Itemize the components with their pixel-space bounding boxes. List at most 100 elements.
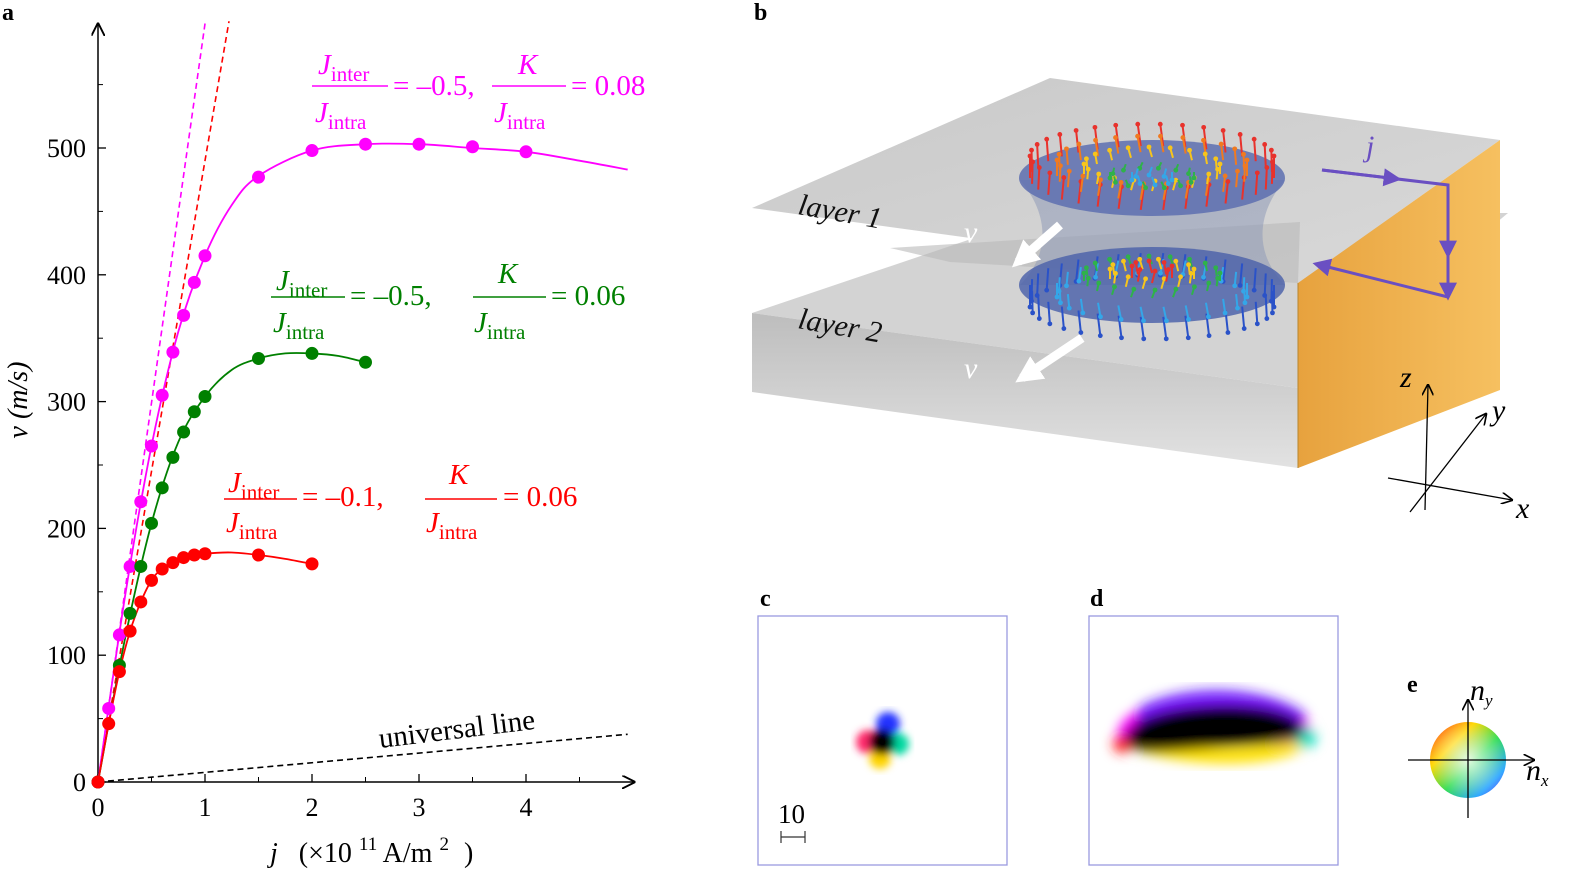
spin-arrow bbox=[1270, 150, 1273, 173]
spin-arrow-head bbox=[1191, 284, 1197, 290]
spin-arrow bbox=[1047, 301, 1051, 324]
label-symbol: J bbox=[226, 507, 240, 539]
label-subscript: intra bbox=[507, 110, 546, 134]
label-symbol: J bbox=[494, 97, 508, 129]
spin-arrow-head bbox=[1202, 151, 1208, 157]
magenta-data-point bbox=[187, 275, 201, 289]
spin-arrow bbox=[1030, 279, 1034, 302]
spin-arrow-head bbox=[1152, 268, 1158, 274]
spin-arrow-head bbox=[1173, 167, 1179, 173]
spin-arrow-head bbox=[1206, 333, 1212, 339]
spin-arrow-head bbox=[1057, 132, 1063, 137]
spin-arrow bbox=[1253, 268, 1257, 291]
elongated-skyrmion-d bbox=[1113, 689, 1316, 764]
velocity-label-top: v bbox=[964, 216, 978, 249]
red-data-point bbox=[91, 775, 105, 789]
spin-arrow-head bbox=[1206, 280, 1212, 286]
spin-arrow-head bbox=[1152, 182, 1158, 188]
magenta-data-point bbox=[412, 137, 426, 151]
y-ticks: 0 100 200 300 400 500 bbox=[47, 84, 106, 797]
spin-arrow-head bbox=[1242, 300, 1248, 306]
spin-arrow-head bbox=[1264, 316, 1270, 321]
spin-arrow-head bbox=[1165, 181, 1171, 186]
spin-arrow-head bbox=[1235, 168, 1240, 174]
spin-arrow-head bbox=[1215, 275, 1220, 281]
spin-arrow-head bbox=[1232, 283, 1238, 289]
spin-arrow bbox=[1094, 140, 1100, 157]
spin-arrow-head bbox=[1076, 278, 1082, 284]
label-symbol: J bbox=[315, 97, 329, 129]
spin-arrow-head bbox=[1161, 260, 1167, 265]
red-data-point bbox=[252, 548, 265, 562]
label-symbol: J bbox=[474, 307, 488, 339]
spin-arrow bbox=[1114, 137, 1120, 154]
label-value: = 0.06 bbox=[551, 280, 625, 312]
spin-arrow-head bbox=[1084, 156, 1089, 162]
spin-arrow bbox=[1264, 296, 1268, 319]
spin-arrow-head bbox=[1241, 288, 1246, 294]
spin-arrow-head bbox=[1201, 124, 1207, 130]
spin-arrow-head bbox=[1056, 288, 1062, 294]
green-data-point bbox=[359, 355, 372, 369]
spin-arrow bbox=[1117, 186, 1123, 209]
y-axis-title: v (m/s) bbox=[3, 362, 34, 439]
panel-e-letter: e bbox=[1407, 672, 1418, 698]
spin-arrow-head bbox=[1054, 294, 1060, 300]
fit-curves bbox=[97, 142, 628, 783]
label-symbol: K bbox=[517, 49, 539, 81]
spin-arrow bbox=[1202, 127, 1208, 150]
spin-arrow-head bbox=[1206, 314, 1211, 320]
spin-arrow bbox=[1047, 172, 1051, 195]
spin-arrow-head bbox=[1093, 274, 1098, 280]
spin-arrow-head bbox=[1135, 133, 1140, 139]
spin-arrow-head bbox=[1268, 298, 1274, 304]
spin-arrow-head bbox=[1066, 168, 1072, 174]
spin-arrow-head bbox=[1254, 170, 1260, 176]
nx-symbol: n bbox=[1526, 754, 1541, 787]
red-data-point bbox=[155, 562, 169, 576]
spin-arrow-head bbox=[1244, 294, 1250, 300]
x-tick-label: 2 bbox=[306, 793, 319, 822]
spin-arrow bbox=[1222, 259, 1227, 282]
spin-arrow-head bbox=[1092, 151, 1098, 157]
label-value: = –0.1, bbox=[302, 481, 384, 513]
x-tick-label: 4 bbox=[520, 793, 533, 822]
spin-arrow-head bbox=[1141, 318, 1146, 324]
svg-text:Jintra: Jintra bbox=[273, 307, 325, 344]
spin-arrow-head bbox=[1073, 128, 1079, 133]
spin-arrow bbox=[1079, 175, 1084, 193]
axis-y-label: y bbox=[1489, 394, 1506, 427]
red-data-point bbox=[305, 557, 319, 571]
spin-arrow-head bbox=[1118, 317, 1124, 322]
spin-arrow-head bbox=[1163, 336, 1169, 342]
nx-axis-label: nx bbox=[1526, 754, 1549, 790]
spin-arrow bbox=[1184, 182, 1190, 199]
spin-arrows-bottom bbox=[1027, 253, 1277, 342]
red-data-point bbox=[112, 665, 126, 679]
spin-arrow-head bbox=[1188, 179, 1194, 185]
spin-arrow-head bbox=[1121, 258, 1126, 264]
spin-arrow-head bbox=[1178, 183, 1183, 189]
spin-arrow-head bbox=[1133, 260, 1139, 265]
spin-arrow-head bbox=[1213, 265, 1219, 271]
spin-arrow-head bbox=[1084, 265, 1089, 271]
spin-arrow-head bbox=[1125, 145, 1131, 151]
y-tick-label: 400 bbox=[47, 261, 86, 290]
y-tick-label: 0 bbox=[73, 768, 86, 797]
x-axis-symbol: j bbox=[267, 838, 278, 869]
spin-arrow-head bbox=[1222, 173, 1228, 179]
slab-front-face bbox=[752, 313, 1298, 468]
spin-arrow-head bbox=[1156, 256, 1161, 262]
spin-arrow-head bbox=[1201, 137, 1206, 143]
svg-text:Jintra: Jintra bbox=[426, 507, 478, 544]
label-value: = 0.06 bbox=[503, 481, 577, 513]
spin-arrow-head bbox=[1173, 177, 1179, 183]
magenta-fit-curve bbox=[97, 142, 628, 783]
red-data-point bbox=[177, 551, 191, 565]
axis-x-label: x bbox=[1515, 492, 1530, 525]
spin-arrow bbox=[1242, 154, 1246, 171]
spin-arrow-head bbox=[1137, 256, 1143, 262]
spin-arrow-head bbox=[1058, 300, 1063, 306]
magenta-data-point bbox=[155, 388, 169, 402]
y-tick-label: 200 bbox=[47, 514, 86, 543]
